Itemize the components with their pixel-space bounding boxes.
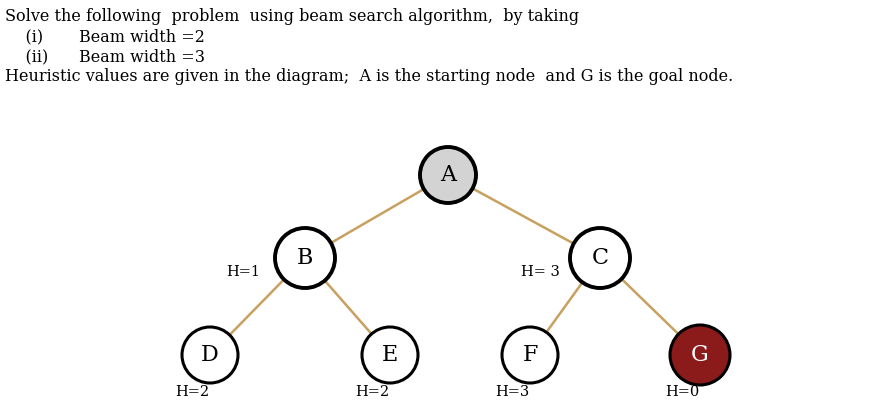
Circle shape	[362, 327, 418, 383]
Text: H=0: H=0	[665, 385, 699, 399]
Text: D: D	[201, 344, 219, 366]
Text: A: A	[440, 164, 456, 186]
Text: Solve the following  problem  using beam search algorithm,  by taking: Solve the following problem using beam s…	[5, 8, 579, 25]
Text: H=1: H=1	[226, 265, 260, 279]
Text: H=2: H=2	[355, 385, 389, 399]
Text: C: C	[591, 247, 608, 269]
Circle shape	[570, 228, 630, 288]
Text: F: F	[522, 344, 538, 366]
Circle shape	[670, 325, 730, 385]
Text: H=2: H=2	[175, 385, 209, 399]
Text: G: G	[691, 344, 709, 366]
Circle shape	[182, 327, 238, 383]
Text: B: B	[297, 247, 314, 269]
Text: (ii)      Beam width =3: (ii) Beam width =3	[5, 48, 205, 65]
Text: (i)       Beam width =2: (i) Beam width =2	[5, 28, 205, 45]
Circle shape	[502, 327, 558, 383]
Text: H=3: H=3	[495, 385, 530, 399]
Text: H= 3: H= 3	[521, 265, 559, 279]
Text: Heuristic values are given in the diagram;  A is the starting node  and G is the: Heuristic values are given in the diagra…	[5, 68, 733, 85]
Text: E: E	[382, 344, 398, 366]
Circle shape	[420, 147, 476, 203]
Circle shape	[275, 228, 335, 288]
